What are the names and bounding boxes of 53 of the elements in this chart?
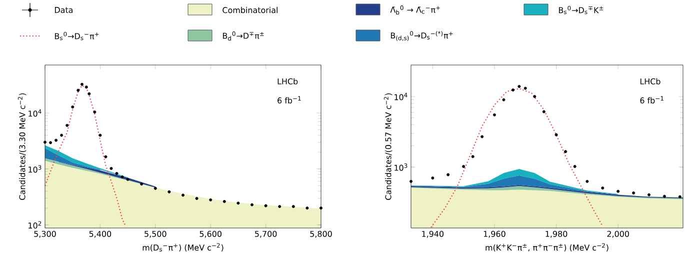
point: [222, 200, 226, 203]
point: [154, 186, 157, 190]
point: [601, 186, 604, 190]
point: [462, 164, 466, 168]
point: [524, 86, 527, 90]
point: [54, 138, 58, 142]
point: [542, 110, 546, 114]
point: [306, 206, 309, 210]
point: [662, 194, 666, 198]
point: [110, 166, 113, 170]
point: [410, 180, 413, 183]
point: [616, 190, 620, 193]
point: [518, 84, 521, 88]
point: [264, 204, 268, 208]
point: [44, 140, 47, 144]
point: [66, 124, 69, 127]
point: [80, 82, 84, 86]
point: [71, 105, 74, 108]
point: [554, 133, 558, 136]
point: [278, 205, 282, 208]
point: [93, 110, 96, 114]
point: [320, 206, 323, 210]
point: [182, 194, 185, 197]
point: [76, 88, 80, 92]
point: [512, 88, 515, 92]
point: [115, 172, 118, 175]
point: [98, 134, 102, 137]
point: [564, 150, 568, 154]
point: [492, 113, 496, 116]
point: [195, 196, 198, 200]
point: [236, 202, 240, 205]
point: [431, 176, 434, 180]
point: [84, 86, 88, 89]
point: [446, 173, 450, 176]
point: [140, 182, 144, 186]
point: [104, 155, 108, 158]
point: [49, 141, 52, 144]
point: [60, 134, 64, 137]
point: [632, 191, 636, 194]
point: [168, 190, 171, 194]
point: [586, 180, 589, 183]
point: [648, 193, 651, 196]
point: [573, 164, 576, 168]
point: [502, 98, 506, 102]
point: [471, 155, 474, 158]
point: [88, 92, 91, 96]
point: [126, 178, 130, 181]
point: [533, 95, 536, 98]
point: [480, 135, 484, 138]
point: [292, 205, 295, 208]
point: [209, 198, 212, 202]
point: [250, 203, 254, 206]
point: [120, 175, 124, 178]
